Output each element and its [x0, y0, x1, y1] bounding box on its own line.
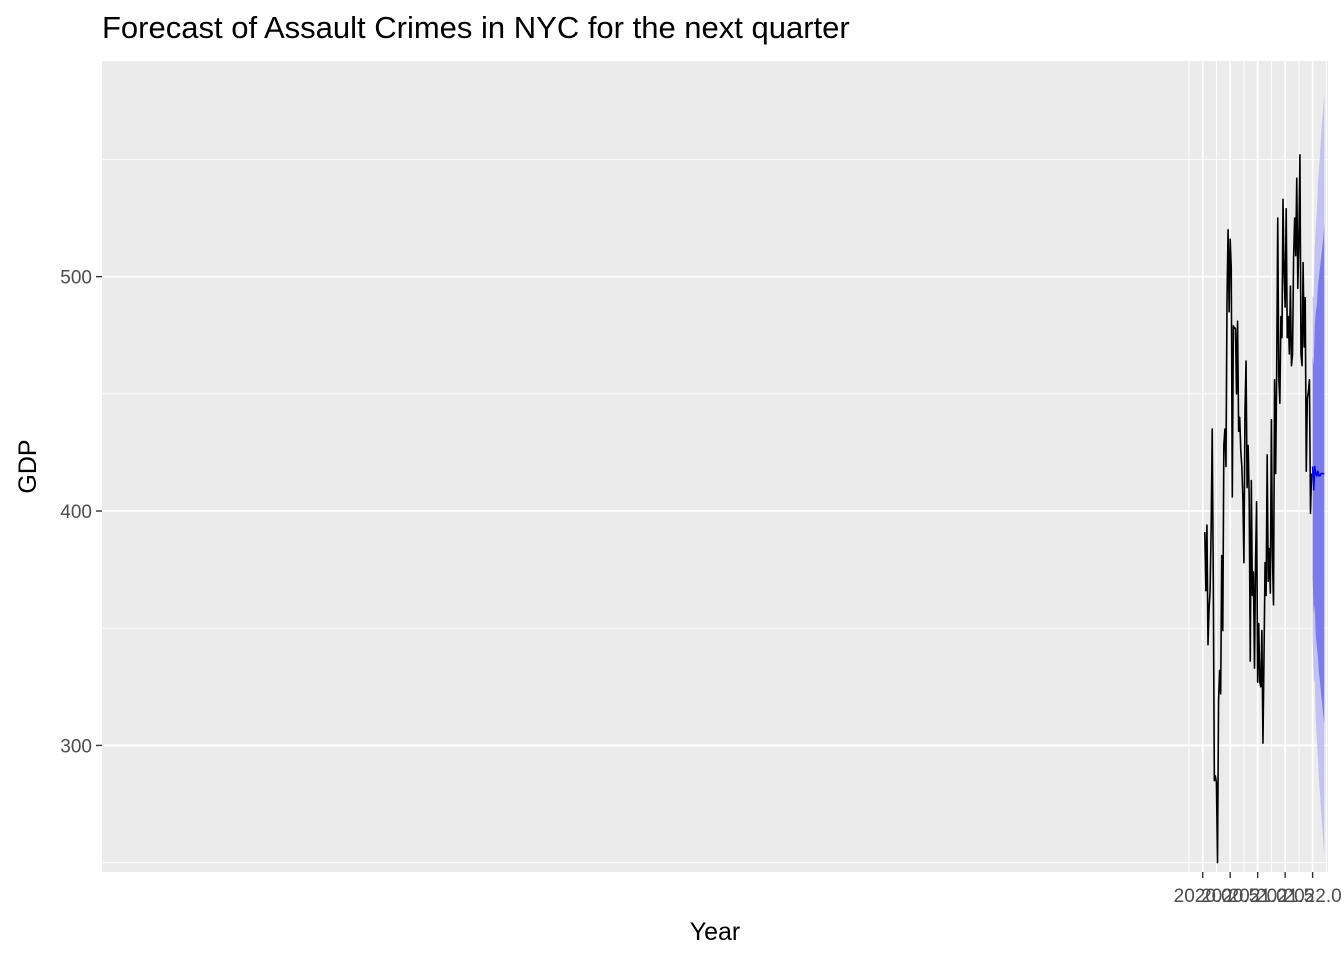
y-tick-label: 400 — [60, 502, 92, 523]
series-lines — [1204, 153, 1325, 864]
chart-title: Forecast of Assault Crimes in NYC for th… — [102, 10, 850, 45]
forecast-line — [1311, 465, 1325, 491]
x-tick-label: 2021.5 — [1256, 886, 1314, 907]
x-axis-title: Year — [690, 918, 741, 946]
history-line — [1204, 153, 1313, 864]
x-tick-label: 2020.5 — [1201, 886, 1259, 907]
x-tick-label: 2020.0 — [1174, 886, 1232, 907]
x-tick-label: 2021.0 — [1229, 886, 1287, 907]
axis-ticks — [96, 275, 1314, 878]
y-tick-label: 300 — [60, 736, 92, 757]
x-tick-label: 2022.0 — [1284, 886, 1342, 907]
y-tick-label: 500 — [60, 268, 92, 289]
plot-panel — [102, 61, 1328, 872]
y-axis-title: GDP — [14, 439, 42, 493]
